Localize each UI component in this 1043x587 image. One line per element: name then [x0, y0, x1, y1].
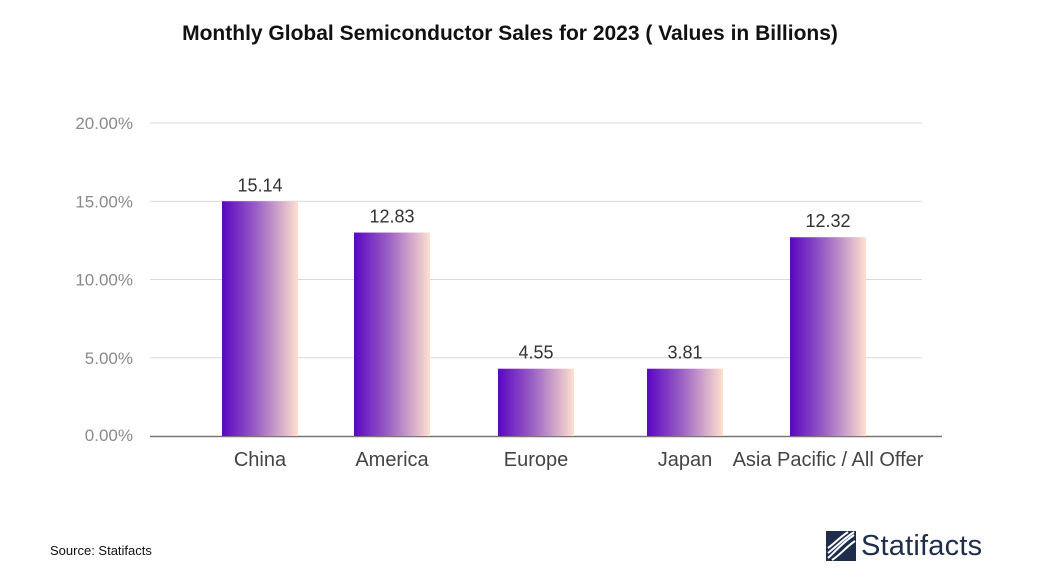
brand-logo: Statifacts	[826, 528, 982, 564]
y-tick-label: 10.00%	[75, 271, 133, 290]
category-label: Asia Pacific / All Offer	[733, 449, 924, 471]
source-note: Source: Statifacts	[50, 543, 152, 558]
bar-japan	[647, 368, 723, 436]
category-label: America	[355, 449, 429, 471]
category-label: China	[234, 449, 287, 471]
bar-asia-pacific-all-offer	[790, 237, 866, 436]
data-label: 3.81	[667, 343, 702, 363]
category-label: Japan	[658, 449, 713, 471]
data-label: 12.32	[805, 211, 850, 231]
y-tick-label: 5.00%	[85, 349, 133, 368]
y-tick-label: 15.00%	[75, 192, 133, 211]
data-label: 4.55	[518, 343, 553, 363]
bar-europe	[498, 368, 574, 436]
brand-name: Statifacts	[861, 529, 983, 562]
statifacts-logo-icon	[826, 531, 856, 561]
y-tick-label: 20.00%	[75, 114, 133, 133]
y-tick-label: 0.00%	[85, 426, 133, 445]
chart-title: Monthly Global Semiconductor Sales for 2…	[182, 22, 838, 45]
bar-china	[222, 201, 298, 436]
data-label: 15.14	[237, 175, 282, 195]
category-label: Europe	[504, 449, 569, 471]
data-label: 12.83	[369, 207, 414, 227]
bar-america	[354, 232, 430, 436]
